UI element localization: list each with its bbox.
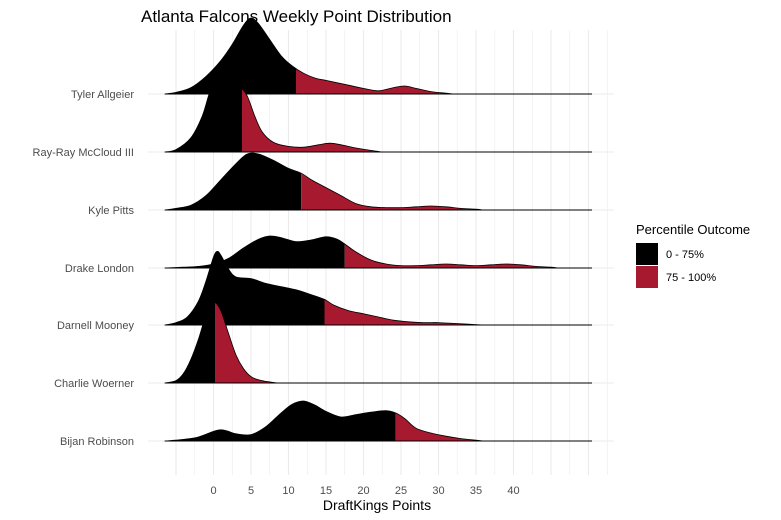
ridge-area-0-75: [164, 251, 325, 325]
y-tick-label: Drake London: [65, 263, 134, 275]
x-tick-label: 30: [432, 485, 444, 497]
chart-title: Atlanta Falcons Weekly Point Distributio…: [141, 7, 452, 26]
ridge-outline: [164, 17, 454, 95]
x-tick-label: 10: [282, 485, 294, 497]
ridge-area-75-100: [324, 299, 484, 325]
y-tick-label: Charlie Woerner: [54, 378, 134, 390]
legend-title: Percentile Outcome: [636, 222, 750, 237]
ridge-area-75-100: [301, 173, 484, 210]
x-tick-label: 5: [248, 485, 254, 497]
ridge-drake-london: [164, 235, 592, 269]
ridge-outline: [164, 250, 484, 326]
ridge-kyle-pitts: [164, 152, 592, 211]
ridge-area-75-100: [395, 413, 484, 441]
legend-label-0: 0 - 75%: [666, 249, 704, 261]
ridge-charlie-woerner: [164, 302, 592, 384]
y-tick-label: Bijan Robinson: [60, 436, 134, 448]
x-axis: 0 5 10 15 20 25 30 35 40: [210, 485, 519, 497]
legend-key-1: [636, 266, 658, 288]
ridge-area-0-75: [164, 17, 296, 95]
ridge-bijan-robinson: [164, 400, 592, 442]
ridge-area-0-75: [164, 303, 215, 383]
x-axis-title: DraftKings Points: [323, 497, 431, 513]
ridge-outline: [164, 72, 383, 153]
x-tick-label: 40: [507, 485, 519, 497]
ridge-outline: [164, 152, 484, 211]
x-tick-label: 15: [320, 485, 332, 497]
x-tick-label: 25: [395, 485, 407, 497]
ridge-area-75-100: [215, 302, 278, 383]
ridge-area-0-75: [164, 235, 345, 268]
x-tick-label: 20: [357, 485, 369, 497]
ridge-area-75-100: [296, 68, 454, 94]
y-tick-label: Tyler Allgeier: [71, 89, 134, 101]
ridge-area-0-75: [164, 400, 396, 441]
y-axis: Tyler Allgeier Ray-Ray McCloud III Kyle Pi…: [33, 89, 135, 448]
ridge-ray-ray-mccloud-iii: [164, 72, 592, 153]
x-tick-label: 0: [210, 485, 216, 497]
ridge-area-75-100: [344, 244, 559, 268]
ridge-outline: [164, 302, 278, 384]
legend-label-1: 75 - 100%: [666, 272, 716, 284]
ridge-area-75-100: [242, 89, 383, 152]
ridges: [164, 17, 592, 442]
ridge-outline: [164, 400, 484, 442]
ridge-area-0-75: [164, 152, 302, 210]
legend-key-0: [636, 243, 658, 265]
x-tick-label: 35: [470, 485, 482, 497]
y-tick-label: Darnell Mooney: [57, 320, 135, 332]
y-tick-label: Ray-Ray McCloud III: [33, 147, 134, 159]
ridge-area-0-75: [164, 73, 242, 152]
y-tick-label: Kyle Pitts: [88, 205, 134, 217]
ridge-darnell-mooney: [164, 250, 592, 326]
ridge-outline: [164, 235, 559, 269]
legend: Percentile Outcome 0 - 75% 75 - 100%: [636, 222, 750, 288]
